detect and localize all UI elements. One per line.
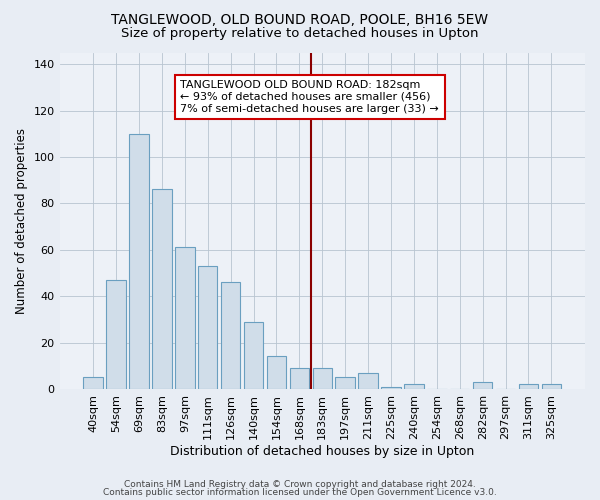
Text: Size of property relative to detached houses in Upton: Size of property relative to detached ho… <box>121 28 479 40</box>
Bar <box>244 322 263 389</box>
Bar <box>267 356 286 389</box>
Bar <box>473 382 493 389</box>
Bar <box>221 282 241 389</box>
Text: Contains HM Land Registry data © Crown copyright and database right 2024.: Contains HM Land Registry data © Crown c… <box>124 480 476 489</box>
Y-axis label: Number of detached properties: Number of detached properties <box>15 128 28 314</box>
Bar <box>152 190 172 389</box>
Text: TANGLEWOOD, OLD BOUND ROAD, POOLE, BH16 5EW: TANGLEWOOD, OLD BOUND ROAD, POOLE, BH16 … <box>112 12 488 26</box>
Bar <box>175 248 194 389</box>
Bar <box>198 266 217 389</box>
Text: Contains public sector information licensed under the Open Government Licence v3: Contains public sector information licen… <box>103 488 497 497</box>
Bar <box>129 134 149 389</box>
Bar <box>358 372 378 389</box>
Bar <box>290 368 309 389</box>
Bar <box>313 368 332 389</box>
Bar <box>106 280 126 389</box>
Bar <box>83 378 103 389</box>
Text: TANGLEWOOD OLD BOUND ROAD: 182sqm
← 93% of detached houses are smaller (456)
7% : TANGLEWOOD OLD BOUND ROAD: 182sqm ← 93% … <box>180 80 439 114</box>
X-axis label: Distribution of detached houses by size in Upton: Distribution of detached houses by size … <box>170 444 475 458</box>
Bar <box>519 384 538 389</box>
Bar <box>381 386 401 389</box>
Bar <box>335 378 355 389</box>
Bar <box>404 384 424 389</box>
Bar <box>542 384 561 389</box>
